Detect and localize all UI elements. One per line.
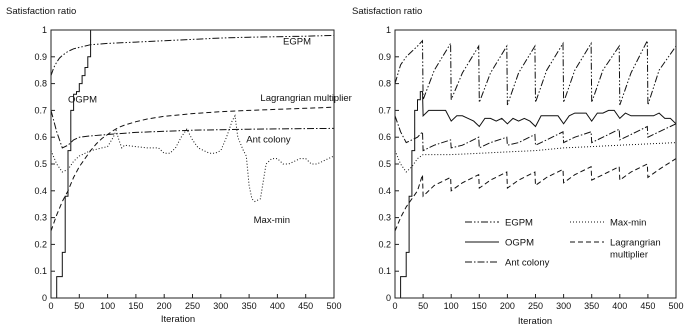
right-y-tick-label: 0.3 [378,213,391,223]
right-x-tick-label: 500 [668,301,683,311]
left-y-tick-label: 0.6 [34,132,47,142]
right-x-tick-label: 50 [418,301,428,311]
right-y-tick-label: 0.9 [378,52,391,62]
right-x-axis-title: Iteration [518,316,552,327]
left-x-tick-label: 400 [270,301,285,311]
right-x-tick-label: 0 [392,301,397,311]
right-y-tick-label: 0.8 [378,79,391,89]
left-series-lagrangrian-multiplier [50,106,335,232]
right-x-tick-label: 350 [584,301,599,311]
left-annotation-ogpm: OGPM [68,94,97,105]
legend-label-multiplier: multiplier [610,250,648,261]
right-y-tick-label: 0.5 [378,159,391,169]
legend-label-egpm: EGPM [505,218,533,229]
right-chart: Satisfaction ratio Iteration 0 0.1 0.2 0.3 0… [352,6,684,327]
legend-label-ant-colony: Ant colony [505,258,550,269]
left-x-tick-label: 150 [128,301,143,311]
left-annotation-max-min: Max-min [254,215,290,226]
right-plot-frame [394,29,677,299]
right-y-tick-label: 0 [386,293,391,303]
legend-label-lagrangrian: Lagrangrian [610,238,661,249]
left-x-tick-label: 250 [185,301,200,311]
left-x-tick-label: 500 [326,301,341,311]
right-x-tick-label: 450 [640,301,655,311]
left-y-tick-label: 1 [42,25,47,35]
left-y-tick-label: 0.7 [34,105,47,115]
left-annotation-egpm: EGPM [283,37,311,48]
left-annotation-lagrangrian-multiplier: Lagrangrian multiplier [260,93,351,104]
right-y-tick-label: 0.7 [378,105,391,115]
left-y-axis-title: Satisfaction ratio [6,6,76,17]
right-series-max-min [394,142,677,173]
left-series-ant-colony [50,110,335,149]
left-chart: Satisfaction ratio Iteration 00.10.20.30… [6,6,352,325]
left-y-tick-label: 0.2 [34,239,47,249]
right-y-tick-label: 0.1 [378,266,391,276]
right-series-lagrangrian-multiplier [394,158,677,232]
left-y-tick-label: 0.1 [34,266,47,276]
left-y-tick-label: 0.4 [34,186,47,196]
left-plot-frame [50,29,335,299]
left-series-egpm [50,34,335,76]
left-annotations: EGPM OGPM Lagrangrian multiplier Ant colony… [68,37,352,226]
right-x-tick-label: 250 [528,301,543,311]
left-y-tick-label: 0 [42,293,47,303]
left-x-tick-label: 100 [100,301,115,311]
right-x-tick-label: 200 [500,301,515,311]
right-x-tick-label: 150 [472,301,487,311]
left-y-tick-label: 0.8 [34,79,47,89]
left-x-tick-label: 300 [213,301,228,311]
legend-label-ogpm: OGPM [505,238,534,249]
left-x-tick-label: 200 [157,301,172,311]
left-x-tick-label: 50 [74,301,84,311]
left-series-group [50,30,335,299]
right-series-ogpm [395,91,677,299]
right-y-tick-label: 0.6 [378,132,391,142]
right-x-tick-label: 100 [444,301,459,311]
left-x-axis-title: Iteration [161,314,195,325]
legend-label-max-min: Max-min [610,218,646,229]
left-series-ogpm [51,30,92,299]
right-x-tick-label: 300 [556,301,571,311]
right-y-axis-title: Satisfaction ratio [352,6,422,17]
left-y-tick-label: 0.5 [34,159,47,169]
right-series-group [394,39,677,299]
right-series-ant-colony [394,115,677,152]
left-x-tick-label: 0 [48,301,53,311]
left-annotation-ant-colony: Ant colony [246,135,291,146]
left-x-tick-label: 350 [242,301,257,311]
left-x-tick-label: 450 [298,301,313,311]
right-series-egpm [394,39,677,106]
left-y-tick-label: 0.9 [34,52,47,62]
left-axis-ticks: 0 0.1 0.2 0.3 0.4 0.5 0.6 0.7 0.8 0.9 1 0 50 100 150 20… [34,25,341,311]
right-y-tick-label: 1 [386,25,391,35]
right-y-tick-label: 0.4 [378,186,391,196]
left-y-tick-label: 0.3 [34,213,47,223]
right-y-tick-label: 0.2 [378,239,391,249]
right-x-tick-label: 400 [612,301,627,311]
